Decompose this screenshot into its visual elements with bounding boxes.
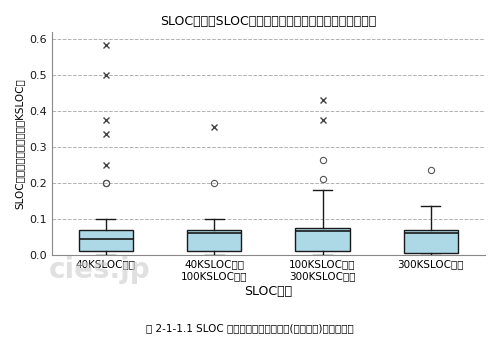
Bar bbox=[404, 229, 458, 253]
Text: cies.jp: cies.jp bbox=[49, 255, 151, 284]
X-axis label: SLOC規模: SLOC規模 bbox=[244, 285, 292, 298]
Bar bbox=[187, 229, 242, 251]
Title: SLOC規模別SLOC発生不具合密度（新規開発）箱ひげ図: SLOC規模別SLOC発生不具合密度（新規開発）箱ひげ図 bbox=[160, 15, 376, 28]
Y-axis label: SLOC発生不具合密度［件／KSLOC］: SLOC発生不具合密度［件／KSLOC］ bbox=[15, 78, 25, 209]
Text: 図 2-1-1.1 SLOC 規模別発生不具合密度(新規開発)の箱ひげ図: 図 2-1-1.1 SLOC 規模別発生不具合密度(新規開発)の箱ひげ図 bbox=[146, 324, 354, 334]
Bar bbox=[296, 228, 350, 251]
Bar bbox=[79, 229, 133, 251]
